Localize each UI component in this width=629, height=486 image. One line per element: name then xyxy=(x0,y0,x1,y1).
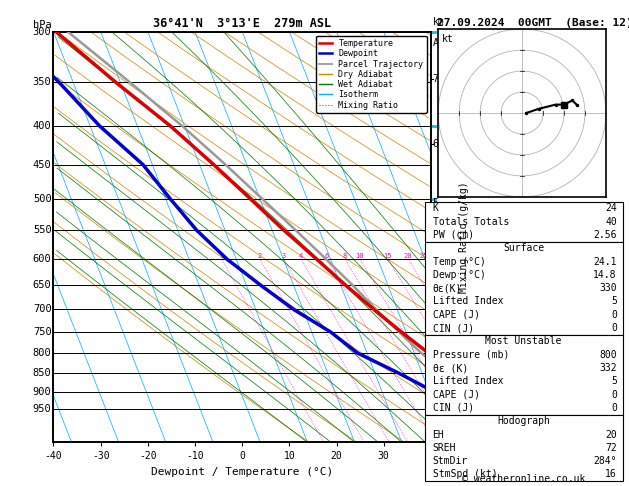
Text: StmSpd (kt): StmSpd (kt) xyxy=(433,469,497,480)
Text: 20: 20 xyxy=(605,430,617,439)
Text: Lifted Index: Lifted Index xyxy=(433,376,503,386)
Text: 5: 5 xyxy=(611,376,617,386)
Text: 0: 0 xyxy=(611,390,617,399)
Text: 500: 500 xyxy=(33,194,52,204)
Text: LCL: LCL xyxy=(433,372,448,382)
Text: km: km xyxy=(433,17,445,28)
Text: 25: 25 xyxy=(420,253,428,259)
Bar xyxy=(425,202,623,242)
Text: 300: 300 xyxy=(33,27,52,36)
Text: 27.09.2024  00GMT  (Base: 12): 27.09.2024 00GMT (Base: 12) xyxy=(437,18,629,29)
X-axis label: Dewpoint / Temperature (°C): Dewpoint / Temperature (°C) xyxy=(151,467,333,477)
Text: 40: 40 xyxy=(605,217,617,226)
Text: PW (cm): PW (cm) xyxy=(433,230,474,240)
Text: © weatheronline.co.uk: © weatheronline.co.uk xyxy=(462,473,586,484)
Text: K: K xyxy=(433,203,438,213)
Text: 332: 332 xyxy=(599,363,617,373)
Text: 2: 2 xyxy=(258,253,262,259)
Text: θε(K): θε(K) xyxy=(433,283,462,293)
Text: 72: 72 xyxy=(605,443,617,453)
Text: 0: 0 xyxy=(611,403,617,413)
Bar xyxy=(425,242,623,335)
Text: 650: 650 xyxy=(33,280,52,290)
Bar xyxy=(425,415,623,481)
Text: Most Unstable: Most Unstable xyxy=(486,336,562,347)
Text: 600: 600 xyxy=(33,254,52,264)
Text: Mixing Ratio (g/kg): Mixing Ratio (g/kg) xyxy=(459,181,469,293)
Text: 1: 1 xyxy=(220,253,224,259)
Text: 6: 6 xyxy=(324,253,328,259)
Text: Totals Totals: Totals Totals xyxy=(433,217,509,226)
Text: 24: 24 xyxy=(605,203,617,213)
Text: 7: 7 xyxy=(433,74,438,84)
Text: 850: 850 xyxy=(33,368,52,378)
Text: kt: kt xyxy=(442,34,454,44)
Text: Pressure (mb): Pressure (mb) xyxy=(433,350,509,360)
Text: 700: 700 xyxy=(33,304,52,314)
Title: 36°41'N  3°13'E  279m ASL: 36°41'N 3°13'E 279m ASL xyxy=(153,17,331,31)
Text: 4: 4 xyxy=(299,253,303,259)
Text: 330: 330 xyxy=(599,283,617,293)
Text: Lifted Index: Lifted Index xyxy=(433,296,503,307)
Text: 3: 3 xyxy=(281,253,286,259)
Text: StmDir: StmDir xyxy=(433,456,468,466)
Legend: Temperature, Dewpoint, Parcel Trajectory, Dry Adiabat, Wet Adiabat, Isotherm, Mi: Temperature, Dewpoint, Parcel Trajectory… xyxy=(316,36,426,113)
Text: 6: 6 xyxy=(433,139,438,149)
Text: Hodograph: Hodograph xyxy=(497,416,550,426)
Text: 800: 800 xyxy=(33,348,52,358)
Text: 10: 10 xyxy=(355,253,364,259)
Text: 950: 950 xyxy=(33,404,52,415)
Text: Dewp (°C): Dewp (°C) xyxy=(433,270,486,280)
Text: 24.1: 24.1 xyxy=(593,257,617,267)
Text: 450: 450 xyxy=(33,159,52,170)
Text: 284°: 284° xyxy=(593,456,617,466)
Text: EH: EH xyxy=(433,430,444,439)
Text: 15: 15 xyxy=(384,253,392,259)
Text: 800: 800 xyxy=(599,350,617,360)
Text: θε (K): θε (K) xyxy=(433,363,468,373)
Text: 8: 8 xyxy=(343,253,347,259)
Text: hPa: hPa xyxy=(33,19,52,30)
Text: 750: 750 xyxy=(33,327,52,337)
Text: 550: 550 xyxy=(33,226,52,235)
Bar xyxy=(425,335,623,415)
Text: 350: 350 xyxy=(33,77,52,87)
Text: Temp (°C): Temp (°C) xyxy=(433,257,486,267)
Text: 20: 20 xyxy=(404,253,412,259)
Text: 400: 400 xyxy=(33,121,52,131)
Text: 1: 1 xyxy=(433,389,438,399)
Text: 900: 900 xyxy=(33,387,52,397)
Text: 14.8: 14.8 xyxy=(593,270,617,280)
Text: ASL: ASL xyxy=(433,38,450,48)
Text: 16: 16 xyxy=(605,469,617,480)
Text: CIN (J): CIN (J) xyxy=(433,403,474,413)
Text: 2: 2 xyxy=(433,346,438,356)
Text: 5: 5 xyxy=(433,198,438,208)
Text: 0: 0 xyxy=(611,310,617,320)
Text: 2.56: 2.56 xyxy=(593,230,617,240)
Text: SREH: SREH xyxy=(433,443,456,453)
Text: 5: 5 xyxy=(611,296,617,307)
Text: Surface: Surface xyxy=(503,243,544,253)
Text: 0: 0 xyxy=(611,323,617,333)
Text: 4: 4 xyxy=(433,252,438,261)
Text: 3: 3 xyxy=(433,300,438,311)
Text: CIN (J): CIN (J) xyxy=(433,323,474,333)
Text: CAPE (J): CAPE (J) xyxy=(433,310,479,320)
Text: CAPE (J): CAPE (J) xyxy=(433,390,479,399)
